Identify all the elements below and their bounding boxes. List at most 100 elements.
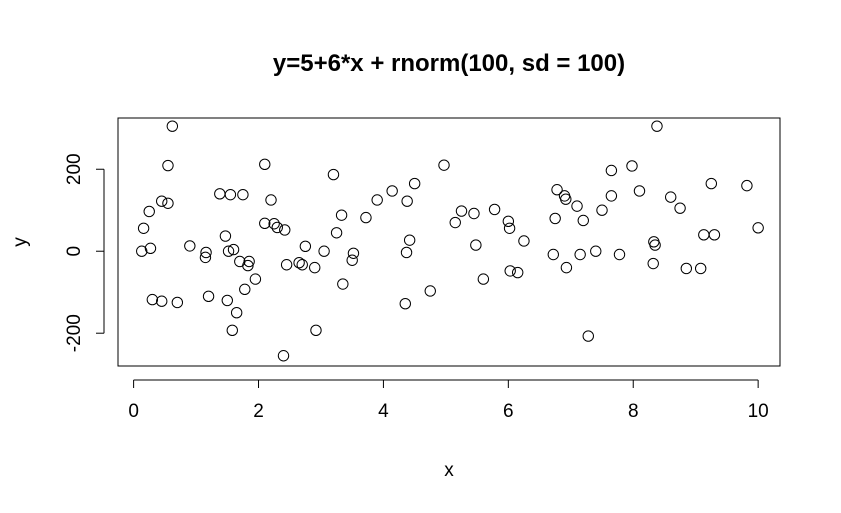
data-point (741, 179, 753, 192)
data-point (222, 245, 235, 257)
data-point (239, 283, 251, 296)
data-point (137, 222, 150, 234)
data-point (259, 217, 271, 230)
data-point (649, 239, 661, 251)
data-point (698, 229, 710, 241)
data-points (136, 120, 764, 362)
data-point (162, 197, 174, 209)
data-point (199, 251, 212, 264)
data-point (705, 177, 718, 190)
data-point (227, 243, 240, 256)
data-point (651, 120, 663, 132)
data-point (156, 295, 168, 307)
data-point (200, 246, 212, 259)
data-point (243, 255, 255, 268)
data-point (171, 296, 184, 309)
x-tick-label: 2 (253, 401, 264, 422)
data-point (511, 266, 524, 279)
data-point (371, 194, 383, 206)
data-point (694, 262, 707, 275)
data-point (590, 245, 602, 257)
data-point (455, 205, 468, 217)
data-point (708, 229, 721, 241)
data-point (309, 261, 321, 274)
x-tick-label: 10 (748, 401, 769, 422)
data-point (547, 248, 559, 261)
data-point (330, 227, 343, 239)
data-point (166, 120, 179, 132)
data-point (230, 307, 243, 319)
data-point (234, 255, 246, 268)
data-point (503, 222, 516, 234)
data-point (488, 203, 501, 216)
data-point (337, 278, 349, 290)
data-point (408, 177, 421, 190)
x-tick-label: 0 (128, 401, 139, 422)
data-point (202, 290, 215, 303)
data-point (613, 248, 626, 261)
x-tick-label: 6 (503, 401, 514, 422)
data-point (605, 190, 618, 202)
data-point (271, 221, 283, 234)
data-point (346, 254, 358, 266)
data-point (237, 188, 249, 201)
data-point (265, 194, 277, 206)
data-point (293, 257, 305, 269)
data-point (162, 159, 174, 172)
data-point (156, 195, 168, 207)
data-point (347, 247, 360, 259)
data-point (146, 293, 159, 306)
chart-title: y=5+6*x + rnorm(100, sd = 100) (273, 50, 625, 77)
x-tick-label: 8 (628, 401, 639, 422)
data-point (596, 204, 608, 216)
data-point (144, 242, 157, 255)
y-tick-label: 200 (64, 153, 85, 185)
y-axis: -200 0 200 (64, 153, 105, 352)
data-point (143, 205, 155, 218)
data-point (400, 246, 413, 259)
data-point (468, 207, 480, 220)
x-axis-label: x (444, 460, 454, 481)
data-point (605, 164, 618, 177)
data-point (571, 200, 583, 212)
x-axis: 0 2 4 6 8 10 (128, 379, 769, 422)
data-point (549, 212, 561, 225)
data-point (318, 245, 330, 257)
y-tick-label: 0 (64, 246, 85, 257)
y-axis-label: y (10, 237, 31, 247)
data-point (360, 211, 372, 224)
data-point (504, 265, 516, 277)
x-tick-label: 4 (378, 401, 389, 422)
data-point (136, 245, 148, 257)
data-point (438, 159, 450, 171)
data-point (386, 185, 398, 197)
data-point (665, 191, 677, 203)
data-point (752, 222, 764, 234)
data-point (647, 257, 659, 270)
data-point (399, 297, 411, 310)
data-point (327, 168, 340, 181)
data-point (226, 324, 238, 337)
data-point (280, 259, 293, 271)
data-point (279, 224, 291, 236)
data-point (299, 240, 312, 253)
data-point (424, 285, 436, 297)
data-point (502, 215, 515, 227)
data-point (449, 216, 461, 229)
data-point (470, 239, 482, 251)
data-point (551, 184, 563, 196)
data-point (296, 259, 308, 271)
data-point (582, 330, 594, 342)
data-point (560, 193, 572, 205)
data-point (219, 230, 232, 242)
data-point (249, 273, 262, 285)
data-point (214, 188, 226, 200)
data-point (674, 202, 686, 214)
data-point (518, 235, 530, 247)
data-point (577, 214, 589, 227)
data-point (401, 195, 413, 207)
data-point (224, 188, 237, 201)
data-point (277, 350, 290, 362)
plot-frame (117, 117, 781, 367)
